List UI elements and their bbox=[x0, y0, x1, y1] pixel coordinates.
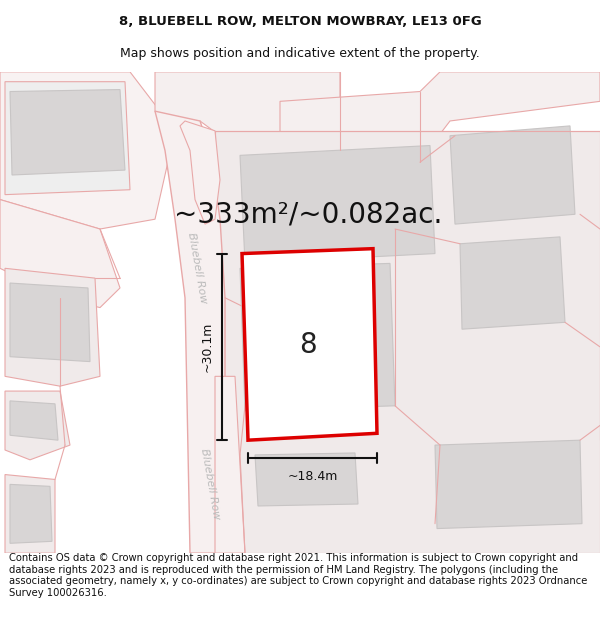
Polygon shape bbox=[10, 401, 58, 440]
Polygon shape bbox=[10, 283, 90, 362]
Polygon shape bbox=[180, 121, 220, 224]
Polygon shape bbox=[10, 484, 52, 543]
Polygon shape bbox=[5, 82, 130, 194]
Text: ~333m²/~0.082ac.: ~333m²/~0.082ac. bbox=[174, 200, 442, 228]
Polygon shape bbox=[215, 376, 245, 553]
Text: Bluebell Row: Bluebell Row bbox=[199, 448, 221, 521]
Polygon shape bbox=[5, 474, 55, 553]
Text: Map shows position and indicative extent of the property.: Map shows position and indicative extent… bbox=[120, 48, 480, 61]
Text: Contains OS data © Crown copyright and database right 2021. This information is : Contains OS data © Crown copyright and d… bbox=[9, 553, 587, 598]
Polygon shape bbox=[460, 237, 565, 329]
Polygon shape bbox=[5, 268, 100, 386]
Polygon shape bbox=[155, 72, 340, 160]
Text: ~30.1m: ~30.1m bbox=[201, 322, 214, 372]
Polygon shape bbox=[240, 263, 395, 411]
Polygon shape bbox=[240, 146, 435, 263]
Text: 8: 8 bbox=[299, 331, 317, 359]
Polygon shape bbox=[215, 131, 600, 553]
Polygon shape bbox=[242, 249, 377, 440]
Polygon shape bbox=[155, 111, 225, 553]
Polygon shape bbox=[5, 391, 70, 460]
Polygon shape bbox=[10, 89, 125, 175]
Text: ~18.4m: ~18.4m bbox=[287, 469, 338, 482]
Polygon shape bbox=[450, 126, 575, 224]
Text: Bluebell Row: Bluebell Row bbox=[186, 232, 208, 304]
Polygon shape bbox=[280, 72, 600, 170]
Polygon shape bbox=[435, 440, 582, 529]
Polygon shape bbox=[0, 199, 120, 308]
Polygon shape bbox=[0, 72, 175, 229]
Polygon shape bbox=[255, 453, 358, 506]
Text: 8, BLUEBELL ROW, MELTON MOWBRAY, LE13 0FG: 8, BLUEBELL ROW, MELTON MOWBRAY, LE13 0F… bbox=[119, 15, 481, 28]
